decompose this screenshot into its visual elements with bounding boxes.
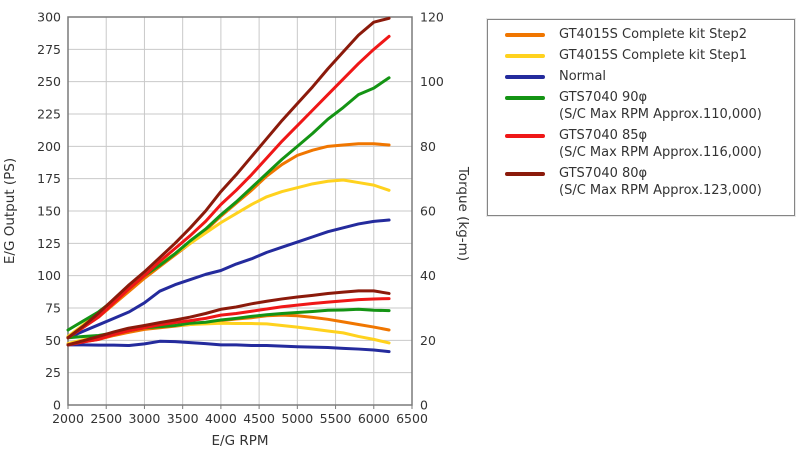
legend-item-gts7040-85: GTS7040 85φ (S/C Max RPM Approx.116,000) bbox=[505, 127, 786, 161]
y-right-tick-label: 100 bbox=[420, 74, 444, 89]
legend-item-step1: GT4015S Complete kit Step1 bbox=[505, 47, 786, 64]
legend-line-sample-normal bbox=[505, 75, 545, 79]
y-left-tick-label: 175 bbox=[37, 171, 61, 186]
x-tick-label: 4000 bbox=[205, 411, 237, 426]
y-right-tick-label: 20 bbox=[420, 333, 436, 348]
x-tick-label: 5500 bbox=[320, 411, 352, 426]
legend-line-sample-step2 bbox=[505, 33, 545, 37]
y-left-tick-label: 200 bbox=[37, 139, 61, 154]
y-left-tick-label: 225 bbox=[37, 107, 61, 122]
y-left-tick-label: 25 bbox=[45, 365, 61, 380]
y-right-tick-label: 80 bbox=[420, 139, 436, 154]
legend-label: Normal bbox=[559, 69, 607, 84]
x-tick-label: 6000 bbox=[358, 411, 390, 426]
legend-line-sample-step1 bbox=[505, 54, 545, 58]
power-curve-2 bbox=[66, 218, 391, 340]
legend: GT4015S Complete kit Step2 GT4015S Compl… bbox=[487, 19, 795, 216]
torque-curve-2 bbox=[66, 339, 391, 354]
legend-label: GTS7040 80φ bbox=[559, 166, 648, 181]
y-right-tick-label: 120 bbox=[420, 10, 444, 25]
x-tick-label: 3000 bbox=[129, 411, 161, 426]
legend-line-sample-gts7040-85 bbox=[505, 134, 545, 138]
legend-line-sample-gts7040-80 bbox=[505, 172, 545, 176]
power-curve-5 bbox=[66, 16, 391, 340]
y-left-axis-title: E/G Output (PS) bbox=[2, 158, 18, 264]
y-right-axis-title: Torque (kg-m) bbox=[455, 166, 471, 261]
x-tick-label: 2000 bbox=[52, 411, 84, 426]
y-left-tick-label: 250 bbox=[37, 74, 61, 89]
x-tick-label: 4500 bbox=[243, 411, 275, 426]
x-tick-label: 3500 bbox=[167, 411, 199, 426]
y-left-tick-label: 100 bbox=[37, 268, 61, 283]
legend-label: GTS7040 85φ bbox=[559, 128, 648, 143]
legend-item-gts7040-80: GTS7040 80φ (S/C Max RPM Approx.123,000) bbox=[505, 165, 786, 199]
y-left-tick-label: 150 bbox=[37, 204, 61, 219]
y-left-tick-label: 0 bbox=[53, 398, 61, 413]
x-tick-label: 2500 bbox=[90, 411, 122, 426]
legend-label: GT4015S Complete kit Step2 bbox=[559, 27, 748, 42]
x-tick-label: 6500 bbox=[396, 411, 428, 426]
legend-sublabel: (S/C Max RPM Approx.116,000) bbox=[559, 145, 762, 160]
chart-area: 2000 2500 3000 3500 4000 4500 5000 5500 6000 6500… bbox=[2, 10, 471, 450]
y-right-tick-label: 60 bbox=[420, 204, 436, 219]
x-tick-label: 5000 bbox=[281, 411, 313, 426]
legend-sublabel: (S/C Max RPM Approx.110,000) bbox=[559, 107, 762, 122]
y-left-tick-label: 125 bbox=[37, 236, 61, 251]
legend-label: GT4015S Complete kit Step1 bbox=[559, 48, 748, 63]
y-right-tick-label: 0 bbox=[420, 398, 428, 413]
torque-curve-5 bbox=[66, 289, 391, 347]
torque-curve-4 bbox=[66, 297, 391, 347]
chart-canvas: 2000 2500 3000 3500 4000 4500 5000 5500 6000 6500… bbox=[2, 10, 471, 450]
legend-item-gts7040-90: GTS7040 90φ (S/C Max RPM Approx.110,000) bbox=[505, 89, 786, 123]
power-curve-4 bbox=[66, 34, 391, 340]
legend-sublabel: (S/C Max RPM Approx.123,000) bbox=[559, 183, 762, 198]
y-left-tick-label: 275 bbox=[37, 42, 61, 57]
legend-item-step2: GT4015S Complete kit Step2 bbox=[505, 26, 786, 43]
plot-border bbox=[67, 16, 413, 406]
x-axis-title: E/G RPM bbox=[212, 433, 269, 449]
y-left-tick-label: 300 bbox=[37, 10, 61, 25]
y-left-tick-label: 75 bbox=[45, 301, 61, 316]
legend-label: GTS7040 90φ bbox=[559, 90, 648, 105]
legend-line-sample-gts7040-90 bbox=[505, 96, 545, 100]
y-right-tick-label: 40 bbox=[420, 268, 436, 283]
plot-region: 2000 2500 3000 3500 4000 4500 5000 5500 6000 6500… bbox=[37, 10, 444, 427]
legend-item-normal: Normal bbox=[505, 68, 786, 85]
y-left-tick-label: 50 bbox=[45, 333, 61, 348]
